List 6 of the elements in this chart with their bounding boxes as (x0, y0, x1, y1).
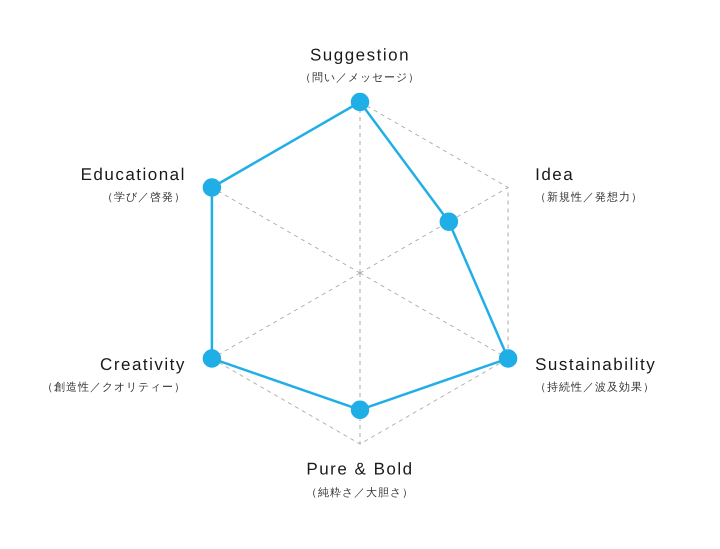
spoke-label: Pure & Bold （純粋さ／大胆さ） (306, 460, 414, 500)
spoke-label: Idea （新規性／発想力） (535, 165, 644, 204)
spoke-label: Educational （学び／啓発） (80, 165, 186, 204)
spoke-label: Creativity （創造性／クオリティー） (42, 355, 186, 394)
spoke-label: Suggestion （問い／メッセージ） (300, 46, 420, 84)
spoke-label: Sustainability （持続性／波及効果） (535, 355, 656, 394)
